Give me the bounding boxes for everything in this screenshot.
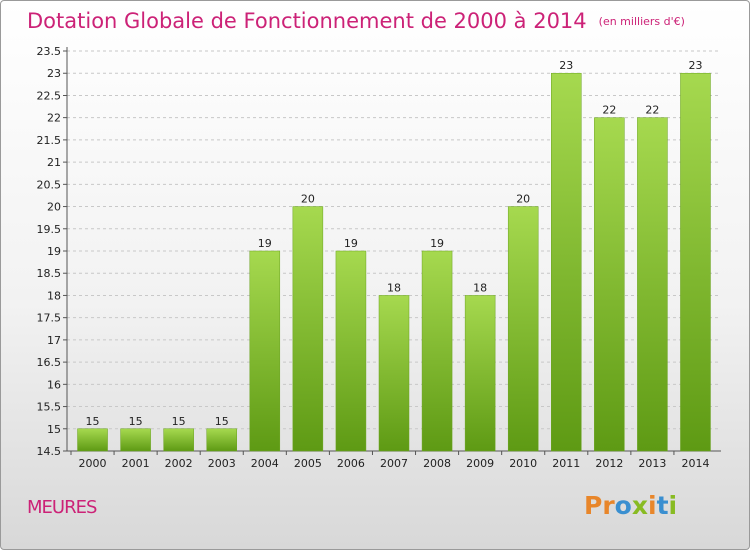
y-tick-label: 21.5 [37, 134, 62, 147]
y-tick-label: 22.5 [37, 89, 62, 102]
y-tick-label: 20.5 [37, 178, 62, 191]
value-label-2010: 20 [516, 193, 530, 206]
x-tick-label-2009: 2009 [466, 457, 494, 470]
y-tick-label: 19 [47, 245, 61, 258]
bar-2008 [421, 250, 453, 452]
x-tick-label-2001: 2001 [122, 457, 150, 470]
bar-2012 [594, 117, 625, 452]
commune-name: MEURES [27, 497, 97, 518]
bar-2014 [680, 72, 711, 452]
value-label-2006: 19 [344, 237, 358, 250]
logo-letter: t [656, 491, 669, 520]
x-tick-label-2004: 2004 [251, 457, 279, 470]
value-label-2007: 18 [387, 281, 401, 294]
value-label-2000: 15 [86, 415, 100, 428]
value-label-2011: 23 [559, 59, 573, 72]
bar-2009 [464, 295, 496, 452]
bar-2013 [637, 117, 668, 452]
x-tick-label-2011: 2011 [552, 457, 580, 470]
bars-layer [77, 72, 711, 452]
x-tick-label-2010: 2010 [509, 457, 537, 470]
chart-subtitle: (en milliers d'€) [598, 15, 685, 28]
x-tick-label-2000: 2000 [79, 457, 107, 470]
y-tick-label: 23 [47, 67, 61, 80]
labels-layer: 14.5 15 15.5 16 16.5 17 17.5 18 18.5 19 19.5 20 20.5… [37, 45, 710, 470]
value-label-2002: 15 [172, 415, 186, 428]
logo-letter: i [668, 491, 678, 520]
bar-2003 [206, 428, 237, 452]
logo-letter: i [648, 491, 657, 520]
bar-2006 [335, 250, 367, 452]
y-tick-label: 14.5 [37, 445, 62, 458]
y-tick-label: 18.5 [37, 267, 62, 280]
bar-2004 [249, 250, 281, 452]
y-tick-label: 16 [47, 378, 61, 391]
x-tick-label-2008: 2008 [423, 457, 451, 470]
proxiti-logo: Proxiti [584, 491, 677, 520]
y-tick-label: 23.5 [37, 45, 62, 58]
logo-letter: r [602, 491, 615, 520]
value-label-2001: 15 [129, 415, 143, 428]
y-tick-label: 21 [47, 156, 61, 169]
value-label-2005: 20 [301, 193, 315, 206]
value-label-2004: 19 [258, 237, 272, 250]
y-tick-label: 15 [47, 423, 61, 436]
y-tick-label: 17.5 [37, 312, 62, 325]
bar-2000 [77, 428, 108, 452]
bar-2002 [163, 428, 194, 452]
value-label-2013: 22 [645, 104, 659, 117]
logo-letter: o [614, 491, 632, 520]
x-tick-label-2006: 2006 [337, 457, 365, 470]
title-text: Dotation Globale de Fonctionnement de 20… [27, 9, 587, 33]
y-tick-label: 20 [47, 201, 61, 214]
x-tick-label-2005: 2005 [294, 457, 322, 470]
bar-2011 [551, 72, 582, 452]
x-tick-label-2002: 2002 [165, 457, 193, 470]
bar-2010 [507, 206, 539, 452]
x-tick-label-2012: 2012 [595, 457, 623, 470]
y-tick-label: 16.5 [37, 356, 62, 369]
y-tick-label: 19.5 [37, 223, 62, 236]
x-tick-label-2014: 2014 [681, 457, 709, 470]
logo-letter: P [584, 491, 603, 520]
y-tick-label: 18 [47, 289, 61, 302]
y-tick-label: 15.5 [37, 401, 62, 414]
logo-letter: x [631, 491, 648, 520]
value-label-2003: 15 [215, 415, 229, 428]
x-tick-label-2003: 2003 [208, 457, 236, 470]
bar-2007 [378, 295, 410, 452]
y-tick-label: 22 [47, 112, 61, 125]
value-label-2008: 19 [430, 237, 444, 250]
y-tick-label: 17 [47, 334, 61, 347]
bar-2001 [120, 428, 151, 452]
value-label-2014: 23 [688, 59, 702, 72]
x-tick-label-2007: 2007 [380, 457, 408, 470]
bar-2005 [292, 206, 324, 452]
chart-title: Dotation Globale de Fonctionnement de 20… [27, 9, 685, 33]
value-label-2012: 22 [602, 104, 616, 117]
x-tick-label-2013: 2013 [638, 457, 666, 470]
value-label-2009: 18 [473, 281, 487, 294]
